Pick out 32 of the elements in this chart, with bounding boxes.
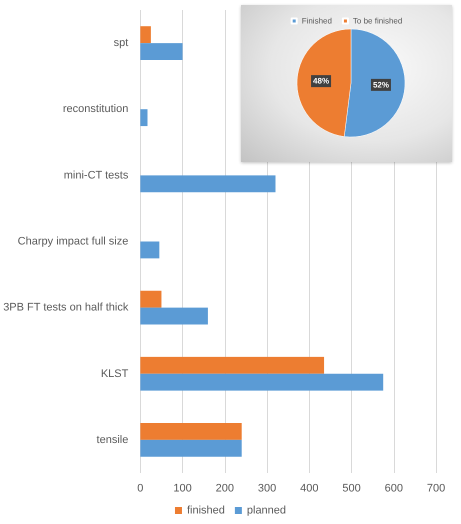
y-tick-label: reconstitution: [62, 103, 128, 116]
data-label: 52%: [372, 80, 389, 90]
x-tick-label: 300: [258, 482, 276, 494]
x-tick-label: 100: [173, 482, 192, 494]
y-tick-label: KLST: [100, 368, 129, 380]
x-tick-label: 0: [137, 482, 144, 494]
bar: [140, 26, 151, 44]
y-tick-label: Charpy impact full size: [18, 236, 128, 248]
bar: [140, 290, 162, 308]
bar: [140, 109, 148, 126]
legend-label: Finished: [302, 16, 332, 26]
legend-label: finished: [186, 504, 225, 516]
bar: [140, 43, 183, 60]
x-tick-label: 700: [426, 482, 446, 494]
legend-label: planned: [246, 504, 286, 516]
y-tick-label: spt: [114, 37, 128, 50]
legend-label: To be finished: [352, 16, 402, 26]
bar: [140, 308, 208, 325]
y-tick-label: 3PB FT tests on half thick: [3, 302, 129, 314]
bar: [140, 440, 242, 457]
bar: [140, 423, 242, 440]
y-tick-label: mini-CT tests: [64, 169, 129, 182]
bar: [140, 242, 160, 258]
x-tick-label: 600: [384, 482, 403, 494]
bar: [140, 374, 384, 391]
x-tick-label: 200: [216, 482, 234, 494]
x-tick-label: 500: [342, 482, 361, 494]
x-tick-label: 400: [300, 482, 318, 494]
data-label: 48%: [313, 76, 330, 86]
bar: [140, 175, 276, 192]
y-tick-label: tensile: [96, 434, 128, 446]
bar: [140, 356, 324, 374]
